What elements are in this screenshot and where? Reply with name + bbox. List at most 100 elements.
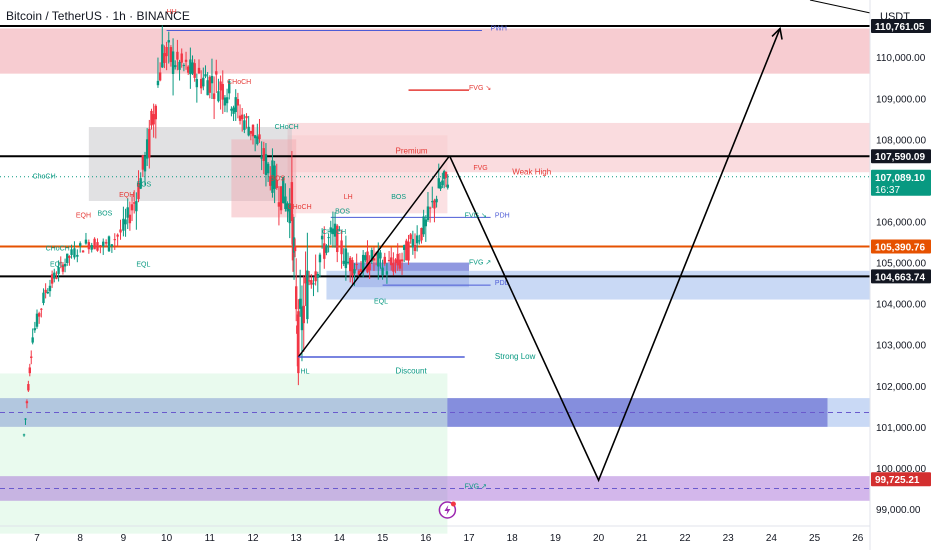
price-tag-4 — [871, 269, 931, 284]
candle-body — [113, 239, 116, 241]
candle-body — [297, 311, 300, 374]
candle-body — [307, 280, 311, 282]
candle-body — [135, 201, 138, 212]
candle-body — [379, 252, 382, 259]
candle-body — [191, 62, 194, 74]
candle-body — [22, 434, 26, 436]
candle-body — [24, 418, 27, 420]
candle-body — [230, 108, 233, 111]
candle-body — [221, 84, 224, 100]
candle-body — [390, 257, 393, 266]
candle-body — [400, 259, 404, 262]
candle-body — [182, 65, 186, 67]
y-tick-10: 109,000.00 — [876, 94, 926, 105]
candle-body — [327, 237, 330, 239]
candle-body — [251, 124, 255, 137]
candle-body — [355, 264, 358, 266]
candle-layer — [22, 25, 449, 437]
candle-body — [298, 298, 302, 309]
candle-body — [116, 234, 119, 237]
structure-line-0 — [297, 155, 451, 358]
candle-body — [266, 163, 270, 174]
annotation-13: HL — [301, 368, 310, 375]
x-tick-9: 16 — [420, 533, 432, 544]
candle-body — [333, 223, 337, 237]
candle-body — [249, 130, 253, 134]
candle-body — [84, 239, 88, 244]
y-tick-2: 101,000.00 — [876, 423, 926, 434]
annotation-12: Strong Low — [495, 352, 536, 361]
annotation-18: EQL — [50, 262, 64, 269]
candle-body — [282, 177, 285, 204]
candle-body — [368, 263, 371, 271]
candle-body — [415, 235, 419, 244]
candle-body — [329, 227, 332, 233]
candle-body — [385, 271, 389, 275]
candle-body — [372, 258, 376, 261]
candle-body — [139, 178, 142, 189]
candle-body — [245, 116, 248, 119]
candle-body — [66, 253, 69, 264]
candle-body — [33, 328, 37, 331]
candle-body — [441, 180, 444, 186]
price-tag-label-2: 107,089.10 — [875, 173, 925, 184]
x-tick-15: 22 — [679, 533, 691, 544]
zone-9 — [0, 373, 448, 534]
candle-body — [68, 255, 71, 258]
candle-body — [435, 198, 438, 203]
price-tag-2 — [871, 169, 931, 196]
annotation-5: Weak High — [512, 167, 551, 176]
annotation-20: BOS — [97, 210, 112, 217]
annotation-2: FVG ↘ — [469, 85, 491, 92]
annotation-11: PDL — [495, 280, 509, 287]
candle-body — [137, 182, 140, 200]
candle-body — [426, 206, 430, 221]
candle-body — [50, 274, 54, 284]
candle-body — [210, 75, 214, 84]
candle-body — [28, 367, 31, 374]
candle-body — [366, 251, 369, 273]
candle-body — [342, 260, 345, 264]
candle-body — [314, 271, 317, 282]
candle-body — [370, 249, 373, 262]
candle-body — [178, 61, 181, 70]
currency-label[interactable]: USDT — [880, 11, 910, 23]
candle-body — [225, 97, 229, 104]
x-tick-17: 24 — [766, 533, 778, 544]
candle-body — [79, 243, 82, 247]
candle-body — [189, 59, 192, 75]
annotation-0: HH — [167, 9, 177, 16]
annotation-26: BOS — [270, 175, 285, 182]
annotation-1: PWH — [491, 26, 507, 33]
candle-body — [424, 219, 427, 227]
candle-body — [403, 245, 406, 250]
forecast-arrowhead — [771, 26, 783, 40]
annotation-30: EQL — [374, 299, 388, 306]
price-tag-sub-2: 16:37 — [875, 185, 900, 196]
candle-body — [59, 262, 62, 264]
y-tick-11: 110,000.00 — [876, 53, 926, 64]
candle-body — [165, 46, 168, 57]
annotation-16: ChoCH — [33, 173, 56, 180]
price-tag-label-0: 110,761.05 — [875, 22, 925, 33]
y-tick-1: 100,000.00 — [876, 464, 926, 475]
y-tick-7: 106,000.00 — [876, 218, 926, 229]
candle-body — [37, 313, 41, 317]
candle-body — [193, 63, 196, 78]
candle-body — [202, 77, 205, 87]
x-tick-6: 13 — [291, 533, 303, 544]
candle-body — [228, 81, 231, 94]
price-tag-3 — [871, 239, 931, 254]
x-tick-2: 9 — [121, 533, 127, 544]
annotation-4: FVG — [473, 165, 487, 172]
price-tag-0 — [871, 18, 931, 33]
candle-body — [87, 242, 91, 250]
candle-body — [292, 237, 296, 253]
candle-body — [171, 51, 175, 74]
candle-body — [336, 225, 339, 253]
candle-body — [104, 242, 108, 244]
x-tick-19: 26 — [852, 533, 864, 544]
candle-body — [422, 216, 425, 235]
candle-body — [208, 76, 211, 93]
